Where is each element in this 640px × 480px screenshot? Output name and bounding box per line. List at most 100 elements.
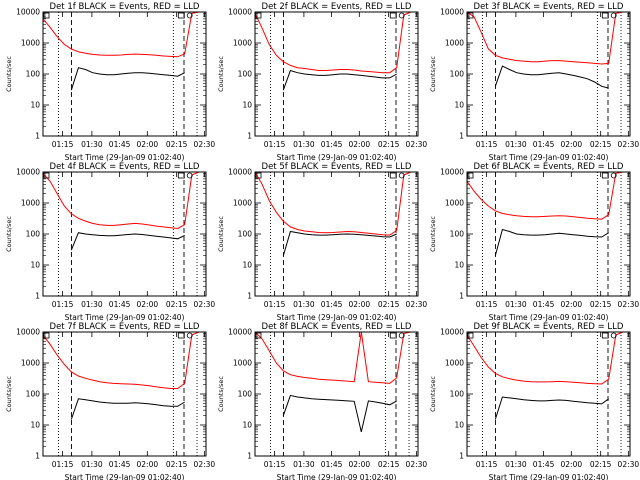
data-series-line — [494, 396, 609, 420]
corner-marker — [389, 172, 397, 179]
corner-marker — [601, 172, 609, 179]
x-tick-label: 02:15 — [166, 140, 188, 149]
data-series-line — [282, 394, 397, 433]
y-tick-label: 1 — [459, 292, 464, 301]
data-series-line — [255, 12, 418, 74]
x-tick-label: 01:30 — [81, 140, 103, 149]
x-tick-label: 01:45 — [533, 140, 555, 149]
x-tick-label: 02:30 — [194, 460, 216, 469]
x-tick-label: 02:30 — [406, 140, 428, 149]
y-tick-label: 1 — [35, 292, 40, 301]
corner-marker — [467, 12, 474, 19]
y-tick-label: 10 — [30, 101, 40, 110]
y-tick-label: 100 — [450, 230, 465, 239]
data-series-line — [255, 172, 418, 236]
x-tick-label: 02:15 — [378, 460, 400, 469]
x-tick-label: 02:15 — [590, 460, 612, 469]
x-axis-label: Start Time (29-Jan-09 01:02:40) — [65, 153, 185, 162]
x-axis-label: Start Time (29-Jan-09 01:02:40) — [277, 313, 397, 322]
data-series-line — [43, 172, 206, 230]
corner-marker — [255, 12, 262, 19]
x-tick-label: 02:30 — [406, 460, 428, 469]
x-axis-label: Start Time (29-Jan-09 01:02:40) — [489, 313, 609, 322]
plot-frame — [254, 11, 419, 137]
x-tick-label: 01:15 — [52, 460, 74, 469]
x-tick-label: 01:30 — [505, 300, 527, 309]
chart-title: Det 9f BLACK = Events, RED = LLD — [474, 322, 624, 332]
data-series-line — [494, 228, 609, 256]
y-axis-label: Counts/sec — [5, 376, 13, 412]
corner-marker — [186, 172, 193, 179]
x-tick-label: 01:45 — [109, 140, 131, 149]
y-axis-label: Counts/sec — [429, 56, 437, 92]
plot-frame — [254, 171, 419, 297]
plot-frame — [254, 331, 419, 457]
plot-frame — [466, 11, 631, 137]
x-tick-label: 01:15 — [52, 300, 74, 309]
y-tick-label: 10 — [454, 101, 464, 110]
corner-marker — [43, 12, 50, 19]
y-tick-label: 1000 — [445, 39, 464, 48]
x-tick-label: 01:45 — [321, 300, 343, 309]
plot-frame — [42, 331, 207, 457]
x-tick-label: 02:30 — [618, 300, 640, 309]
chart-panel: Det 3f BLACK = Events, RED = LLD Counts/s… — [429, 2, 639, 162]
x-tick-label: 02:00 — [349, 140, 371, 149]
chart-panel: Det 1f BLACK = Events, RED = LLD Counts/s… — [5, 2, 215, 162]
x-axis-label: Start Time (29-Jan-09 01:02:40) — [277, 473, 397, 480]
corner-marker — [398, 12, 405, 19]
y-tick-label: 100 — [238, 390, 253, 399]
y-tick-label: 1 — [247, 292, 252, 301]
corner-marker — [177, 12, 185, 19]
x-tick-label: 01:45 — [533, 300, 555, 309]
x-tick-label: 02:00 — [137, 460, 159, 469]
y-tick-label: 1 — [247, 132, 252, 141]
y-tick-label: 1 — [459, 132, 464, 141]
y-tick-label: 10000 — [228, 328, 252, 337]
corner-marker — [467, 332, 474, 339]
x-tick-label: 02:30 — [194, 140, 216, 149]
x-tick-label: 01:45 — [321, 460, 343, 469]
y-tick-label: 100 — [238, 230, 253, 239]
y-tick-label: 1 — [247, 452, 252, 461]
y-tick-label: 1000 — [21, 199, 40, 208]
data-series-line — [43, 332, 206, 389]
plot-frame — [466, 331, 631, 457]
y-tick-label: 1 — [35, 132, 40, 141]
data-series-line — [70, 398, 185, 420]
x-tick-label: 01:15 — [476, 140, 498, 149]
chart-title: Det 5f BLACK = Events, RED = LLD — [262, 162, 412, 172]
y-tick-label: 10000 — [440, 8, 464, 17]
y-axis-label: Counts/sec — [217, 216, 225, 252]
data-series-line — [282, 230, 397, 256]
y-tick-label: 10000 — [440, 328, 464, 337]
y-tick-label: 100 — [450, 70, 465, 79]
y-tick-label: 1 — [459, 452, 464, 461]
corner-marker — [255, 332, 262, 339]
chart-panel: Det 6f BLACK = Events, RED = LLD Counts/s… — [429, 162, 639, 322]
chart-panel: Det 4f BLACK = Events, RED = LLD Counts/s… — [5, 162, 215, 322]
corner-marker — [43, 332, 50, 339]
chart-title: Det 1f BLACK = Events, RED = LLD — [50, 2, 200, 12]
y-tick-label: 1000 — [21, 359, 40, 368]
corner-marker — [255, 172, 262, 179]
x-tick-label: 02:00 — [137, 300, 159, 309]
chart-title: Det 2f BLACK = Events, RED = LLD — [262, 2, 412, 12]
x-axis-label: Start Time (29-Jan-09 01:02:40) — [277, 153, 397, 162]
corner-marker — [389, 12, 397, 19]
corner-marker — [389, 332, 397, 339]
chart-panel: Det 5f BLACK = Events, RED = LLD Counts/s… — [217, 162, 427, 322]
x-tick-label: 02:30 — [618, 140, 640, 149]
y-tick-label: 10000 — [16, 8, 40, 17]
y-tick-label: 10000 — [16, 328, 40, 337]
y-tick-label: 10 — [30, 261, 40, 270]
x-tick-label: 02:15 — [166, 300, 188, 309]
data-series-line — [43, 12, 206, 58]
data-series-line — [467, 12, 630, 65]
corner-marker — [186, 12, 193, 19]
x-tick-label: 01:30 — [293, 300, 315, 309]
x-axis-label: Start Time (29-Jan-09 01:02:40) — [489, 473, 609, 480]
y-tick-label: 10 — [454, 261, 464, 270]
y-axis-label: Counts/sec — [5, 56, 13, 92]
